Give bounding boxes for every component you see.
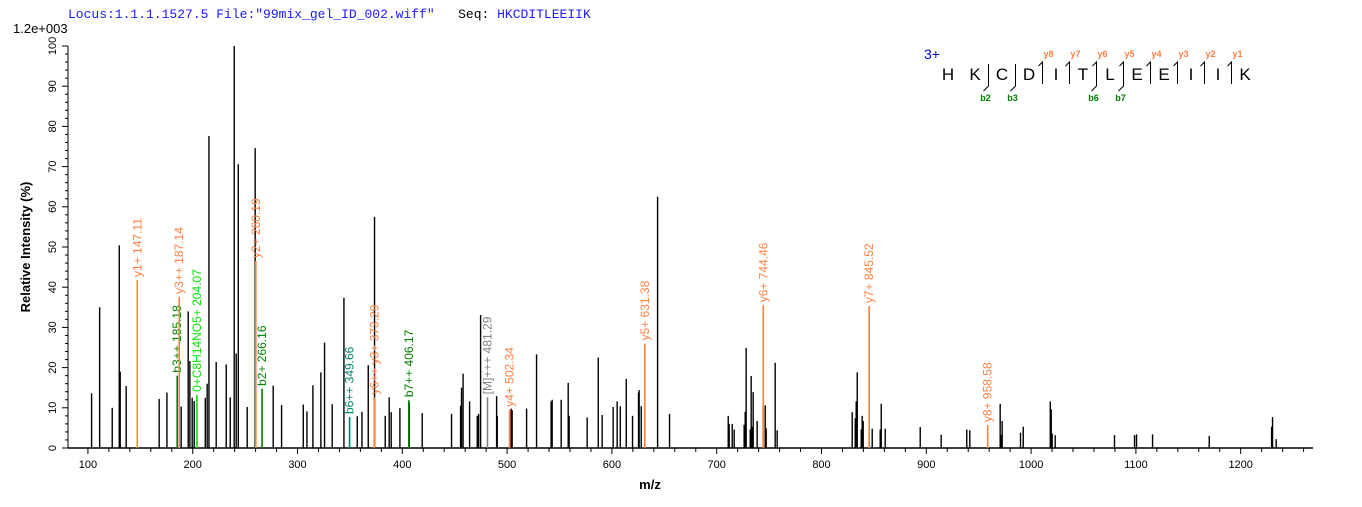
y-ion-bracket [1119,60,1124,84]
residue-letter: K [1239,65,1251,84]
x-tick-label: 1200 [1228,459,1252,471]
y-ion-label: y2 [1205,49,1215,59]
residue-letter: I [1216,65,1221,84]
peak-annotation-label: y5+ 631.38 [638,280,652,340]
residue-letter: E [1158,65,1169,84]
sequence-text: HKCDITLEEIIK [497,7,591,22]
x-tick-label: 900 [917,459,935,471]
charge-state-label: 3+ [924,46,940,62]
y-tick-label: 80 [47,120,59,132]
b-ion-bracket [983,64,989,92]
y-tick-label: 10 [47,402,59,414]
y-tick-label: 60 [47,201,59,213]
b-ion-bracket [1118,64,1124,92]
peak-annotation-label: y6+ 744.46 [756,242,770,302]
peak-annotation-label: b6++ 349.66 [343,346,357,414]
residue-letter: I [1189,65,1194,84]
peak-annotation-label: b2+ 266.16 [255,325,269,386]
residue-letter: H [942,65,954,84]
y-tick-label: 100 [47,37,59,55]
y-tick-label: 90 [47,80,59,92]
spectrum-header: Locus:1.1.1.1527.5 File:"99mix_gel_ID_00… [68,7,591,22]
y-ion-bracket [1065,60,1070,84]
x-tick-label: 200 [184,459,202,471]
b-ion-label: b3 [1007,93,1018,103]
x-tick-label: 100 [79,459,97,471]
y-ion-bracket [1092,60,1097,84]
y-ion-label: y6 [1097,49,1107,59]
peak-annotation-label: y6++ y3+ 373.29 [367,304,381,394]
locus-text: Locus:1.1.1.1527.5 [68,7,209,22]
x-tick-label: 300 [288,459,306,471]
y-tick-label: 0 [47,445,59,451]
y-ion-bracket [1200,60,1205,84]
residue-letter: C [996,65,1008,84]
y-ion-bracket [1146,60,1151,84]
residue-letter: I [1054,65,1059,84]
b-ion-label: b6 [1088,93,1099,103]
x-tick-label: 400 [393,459,411,471]
residue-letter: E [1131,65,1142,84]
x-tick-label: 500 [498,459,516,471]
y-tick-label: 70 [47,160,59,172]
residue-letter: L [1105,65,1114,84]
y-ion-bracket [1173,60,1178,84]
peak-annotation-label: y7+ 845.52 [862,243,876,303]
peak-annotation-label: y3++ 187.14 [172,227,186,294]
file-text: File:"99mix_gel_ID_002.wiff" [216,7,435,22]
peak-annotation-label: 0+C8H14NO5+ 204.07 [190,269,204,392]
residue-letter: K [969,65,981,84]
y-ion-label: y1 [1232,49,1242,59]
intensity-scale-label: 1.2e+003 [13,21,68,36]
peak-annotation-label: y8+ 958.58 [981,362,995,422]
y-ion-label: y3 [1178,49,1188,59]
y-tick-label: 20 [47,361,59,373]
peak-annotation-label: y4+ 502.34 [503,347,517,407]
y-ion-bracket [1038,60,1043,84]
y-ion-bracket [1227,60,1232,84]
x-tick-label: 600 [603,459,621,471]
y-ion-label: y4 [1151,49,1161,59]
y-ion-label: y8 [1043,49,1053,59]
x-tick-label: 1000 [1019,459,1043,471]
seq-label: Seq: [458,7,490,22]
peak-annotation-label: [M]+++ 481.29 [480,316,494,394]
b-ion-bracket [1010,64,1016,92]
y-tick-label: 30 [47,321,59,333]
residue-letter: T [1078,65,1088,84]
peak-annotation-label: b7++ 406.17 [402,329,416,397]
y-axis-title: Relative Intensity (%) [18,182,33,313]
x-tick-label: 700 [708,459,726,471]
b-ion-label: b2 [980,93,991,103]
x-tick-label: 1100 [1124,459,1148,471]
residue-letter: D [1023,65,1035,84]
b-ion-bracket [1091,64,1097,92]
peak-annotation-label: y1+ 147.11 [130,218,144,277]
peak-annotation-label: b3++ 185.18 [170,305,184,373]
y-tick-label: 40 [47,281,59,293]
y-ion-label: y5 [1124,49,1134,59]
y-ion-label: y7 [1070,49,1080,59]
peak-annotation-label: y2+ 260.19 [249,198,263,258]
b-ion-label: b7 [1115,93,1126,103]
x-axis-title: m/z [639,477,661,492]
x-tick-label: 800 [812,459,830,471]
y-tick-label: 50 [47,241,59,253]
